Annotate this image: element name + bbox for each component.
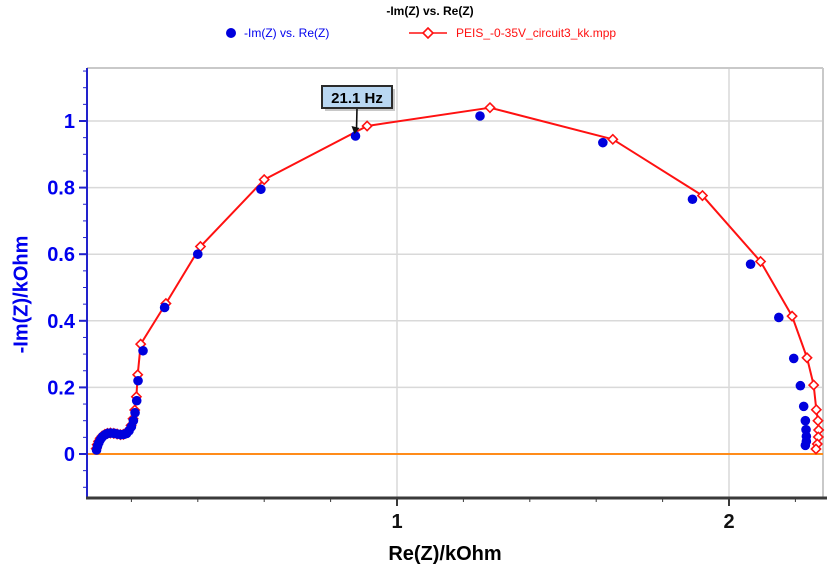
data-point[interactable] — [131, 395, 142, 406]
x-tick-label: 2 — [723, 511, 734, 533]
y-tick-label: 1 — [64, 111, 75, 133]
legend-label-measured: -Im(Z) vs. Re(Z) — [244, 26, 330, 40]
data-point[interactable] — [800, 415, 811, 426]
data-point[interactable] — [193, 249, 203, 259]
fit-point[interactable] — [810, 403, 823, 416]
data-point[interactable] — [128, 415, 139, 426]
data-point[interactable] — [350, 131, 361, 141]
y-axis-title: -Im(Z)/kOhm — [10, 235, 33, 354]
fit-point[interactable] — [801, 352, 813, 364]
data-point[interactable] — [795, 380, 806, 391]
legend-item-fit[interactable]: PEIS_-0-35V_circuit3_kk.mpp — [408, 24, 616, 42]
legend-marker-circle-icon — [226, 28, 236, 38]
data-point[interactable] — [133, 375, 143, 386]
y-tick-label: 0.8 — [47, 178, 75, 200]
fit-point[interactable] — [696, 189, 709, 202]
fit-point[interactable] — [807, 379, 820, 391]
legend-item-measured[interactable]: -Im(Z) vs. Re(Z) — [226, 24, 329, 42]
plot-area[interactable] — [87, 68, 823, 498]
data-point[interactable] — [774, 312, 784, 323]
x-tick-label: 1 — [391, 511, 402, 533]
annotation-pointer-arrow-icon — [351, 125, 360, 134]
y-tick-label: 0.4 — [47, 311, 76, 333]
fit-point[interactable] — [361, 120, 373, 132]
x-axis-title: Re(Z)/kOhm — [388, 543, 502, 565]
fit-point[interactable] — [754, 255, 767, 268]
fit-point[interactable] — [810, 443, 822, 455]
fit-point[interactable] — [607, 133, 619, 146]
data-point[interactable] — [130, 407, 140, 418]
legend-marker-diamond-icon — [408, 26, 448, 40]
data-point[interactable] — [598, 137, 608, 148]
legend: -Im(Z) vs. Re(Z) PEIS_-0-35V_circuit3_kk… — [0, 24, 834, 42]
data-point[interactable] — [788, 353, 799, 364]
y-tick-label: 0 — [64, 444, 75, 466]
annotation-pointer-line — [355, 107, 358, 131]
y-tick-label: 0.2 — [47, 377, 75, 399]
fit-point[interactable] — [484, 101, 496, 114]
data-point[interactable] — [159, 302, 170, 313]
data-point[interactable] — [256, 184, 266, 195]
chart-title: -Im(Z) vs. Re(Z) — [386, 4, 474, 18]
data-point[interactable] — [745, 259, 756, 269]
y-tick-label: 0.6 — [47, 244, 75, 266]
data-point[interactable] — [687, 194, 698, 205]
data-point[interactable] — [138, 345, 148, 356]
data-point[interactable] — [800, 440, 811, 451]
fit-point[interactable] — [786, 310, 798, 322]
legend-label-fit: PEIS_-0-35V_circuit3_kk.mpp — [456, 26, 617, 40]
data-point[interactable] — [475, 111, 485, 121]
fit-point[interactable] — [258, 173, 270, 186]
annotation-box[interactable] — [321, 85, 393, 109]
data-point[interactable] — [798, 401, 809, 412]
annotation-text: 21.1 Hz — [331, 90, 383, 107]
